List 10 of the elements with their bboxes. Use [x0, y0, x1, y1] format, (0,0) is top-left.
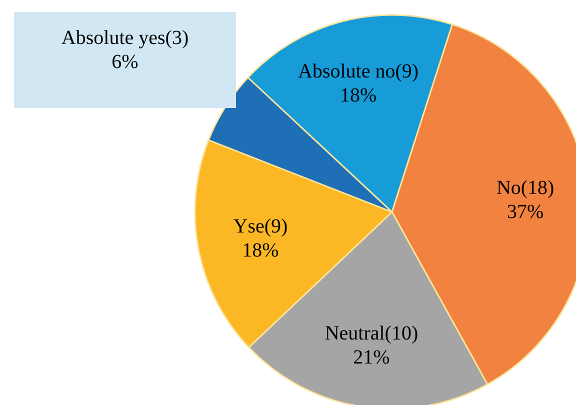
slice-label: Absolute no(9): [298, 60, 419, 82]
data-label: 18%: [242, 240, 279, 262]
data-label: 37%: [506, 200, 544, 223]
data-label: 21%: [353, 346, 390, 368]
slice-label: No(18): [496, 176, 554, 199]
data-label: 6%: [112, 51, 138, 73]
slice-label: Yse(9): [233, 216, 288, 238]
slice-label: Neutral(10): [324, 322, 418, 344]
data-label: 18%: [340, 84, 377, 106]
slice-label: Absolute yes(3): [61, 27, 189, 49]
